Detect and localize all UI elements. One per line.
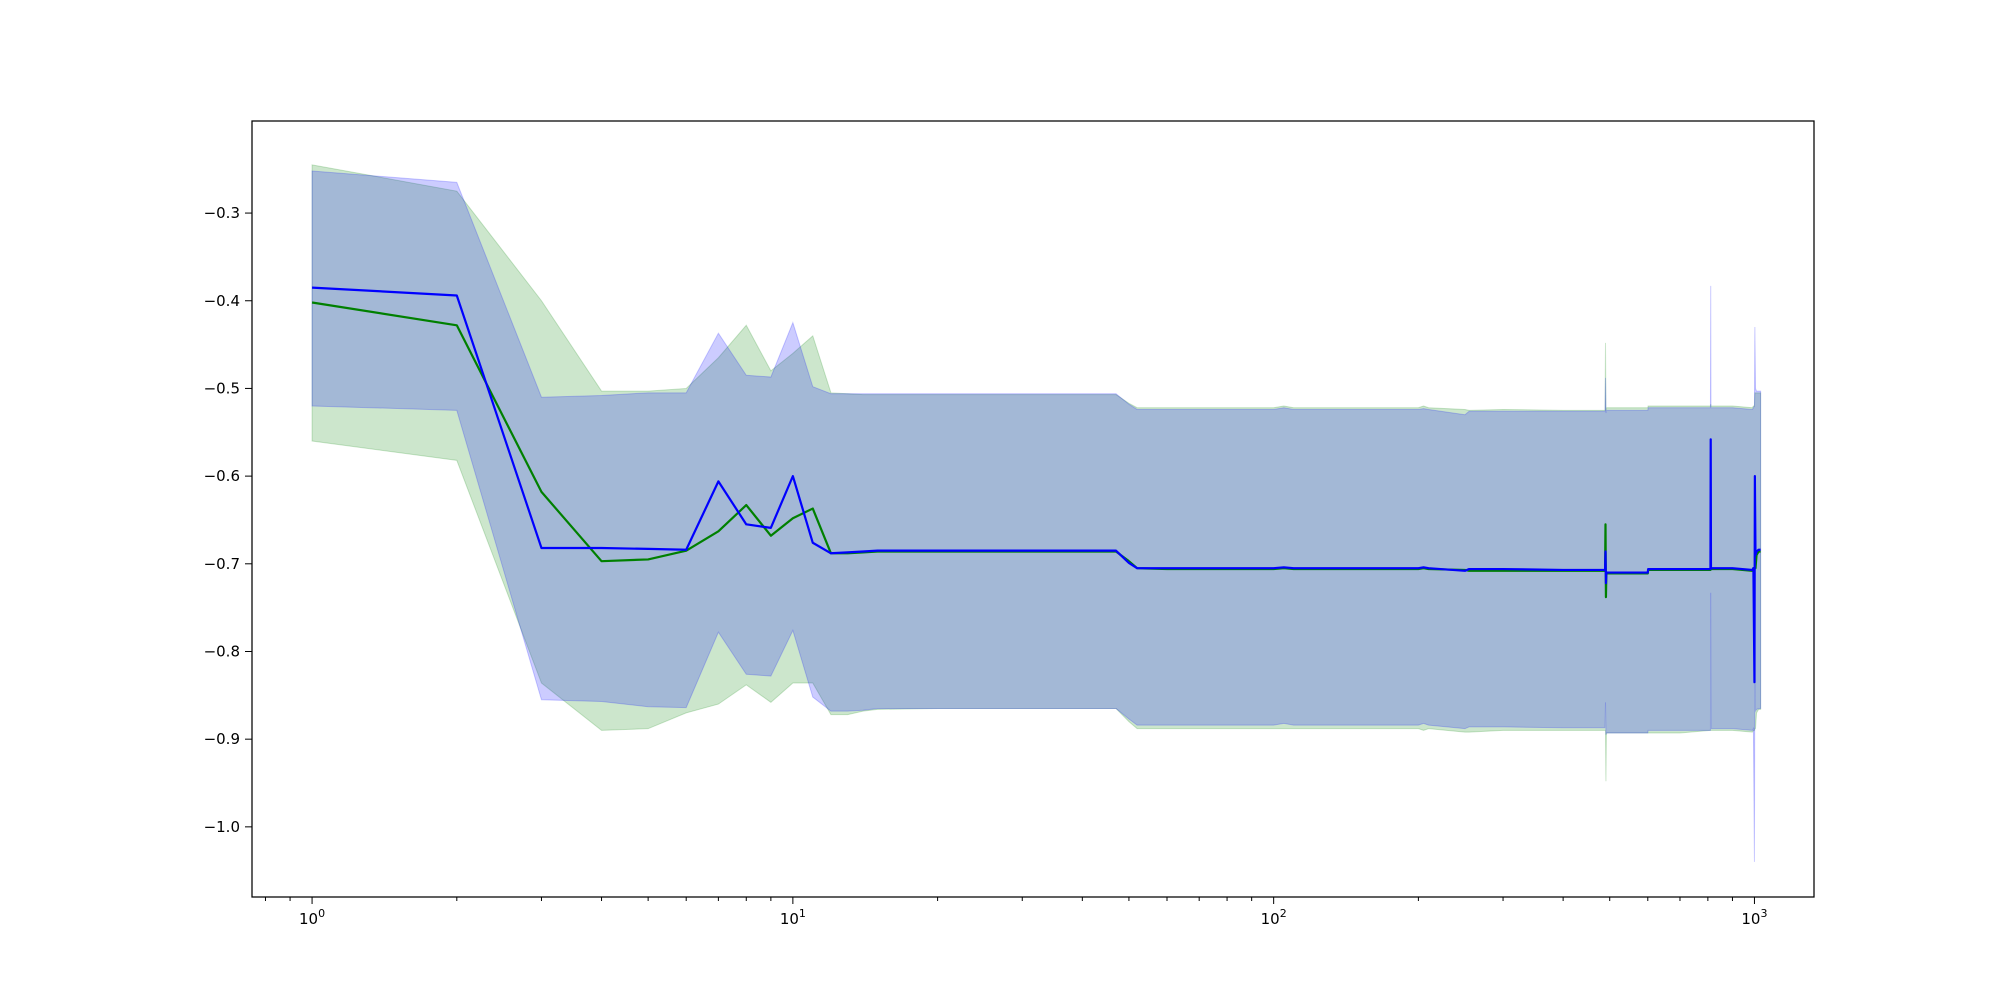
y-tick-label: −0.9 — [204, 730, 240, 748]
x-tick-label: 103 — [1741, 907, 1767, 928]
y-tick-label: −0.8 — [204, 642, 240, 660]
series-lines — [311, 286, 1761, 684]
series-1-band — [311, 170, 1762, 862]
y-tick-label: −0.3 — [204, 204, 240, 222]
x-axis: 100 101 102 103 — [264, 897, 1767, 928]
plot-frame — [251, 120, 1815, 898]
x-tick-label: 100 — [299, 907, 325, 928]
series-1-line — [312, 286, 1761, 684]
confidence-bands — [311, 164, 1762, 862]
y-tick-label: −1.0 — [204, 818, 240, 836]
y-tick-label: −0.5 — [204, 379, 240, 397]
y-tick-label: −0.7 — [204, 555, 240, 573]
x-tick-label: 102 — [1261, 907, 1287, 928]
series-0-band — [311, 164, 1762, 782]
y-axis: −0.3 −0.4 −0.5 −0.6 −0.7 −0.8 −0.9 −1.0 — [204, 204, 252, 836]
x-tick-label: 101 — [780, 907, 806, 928]
y-tick-label: −0.4 — [204, 292, 240, 310]
y-tick-label: −0.6 — [204, 467, 240, 485]
